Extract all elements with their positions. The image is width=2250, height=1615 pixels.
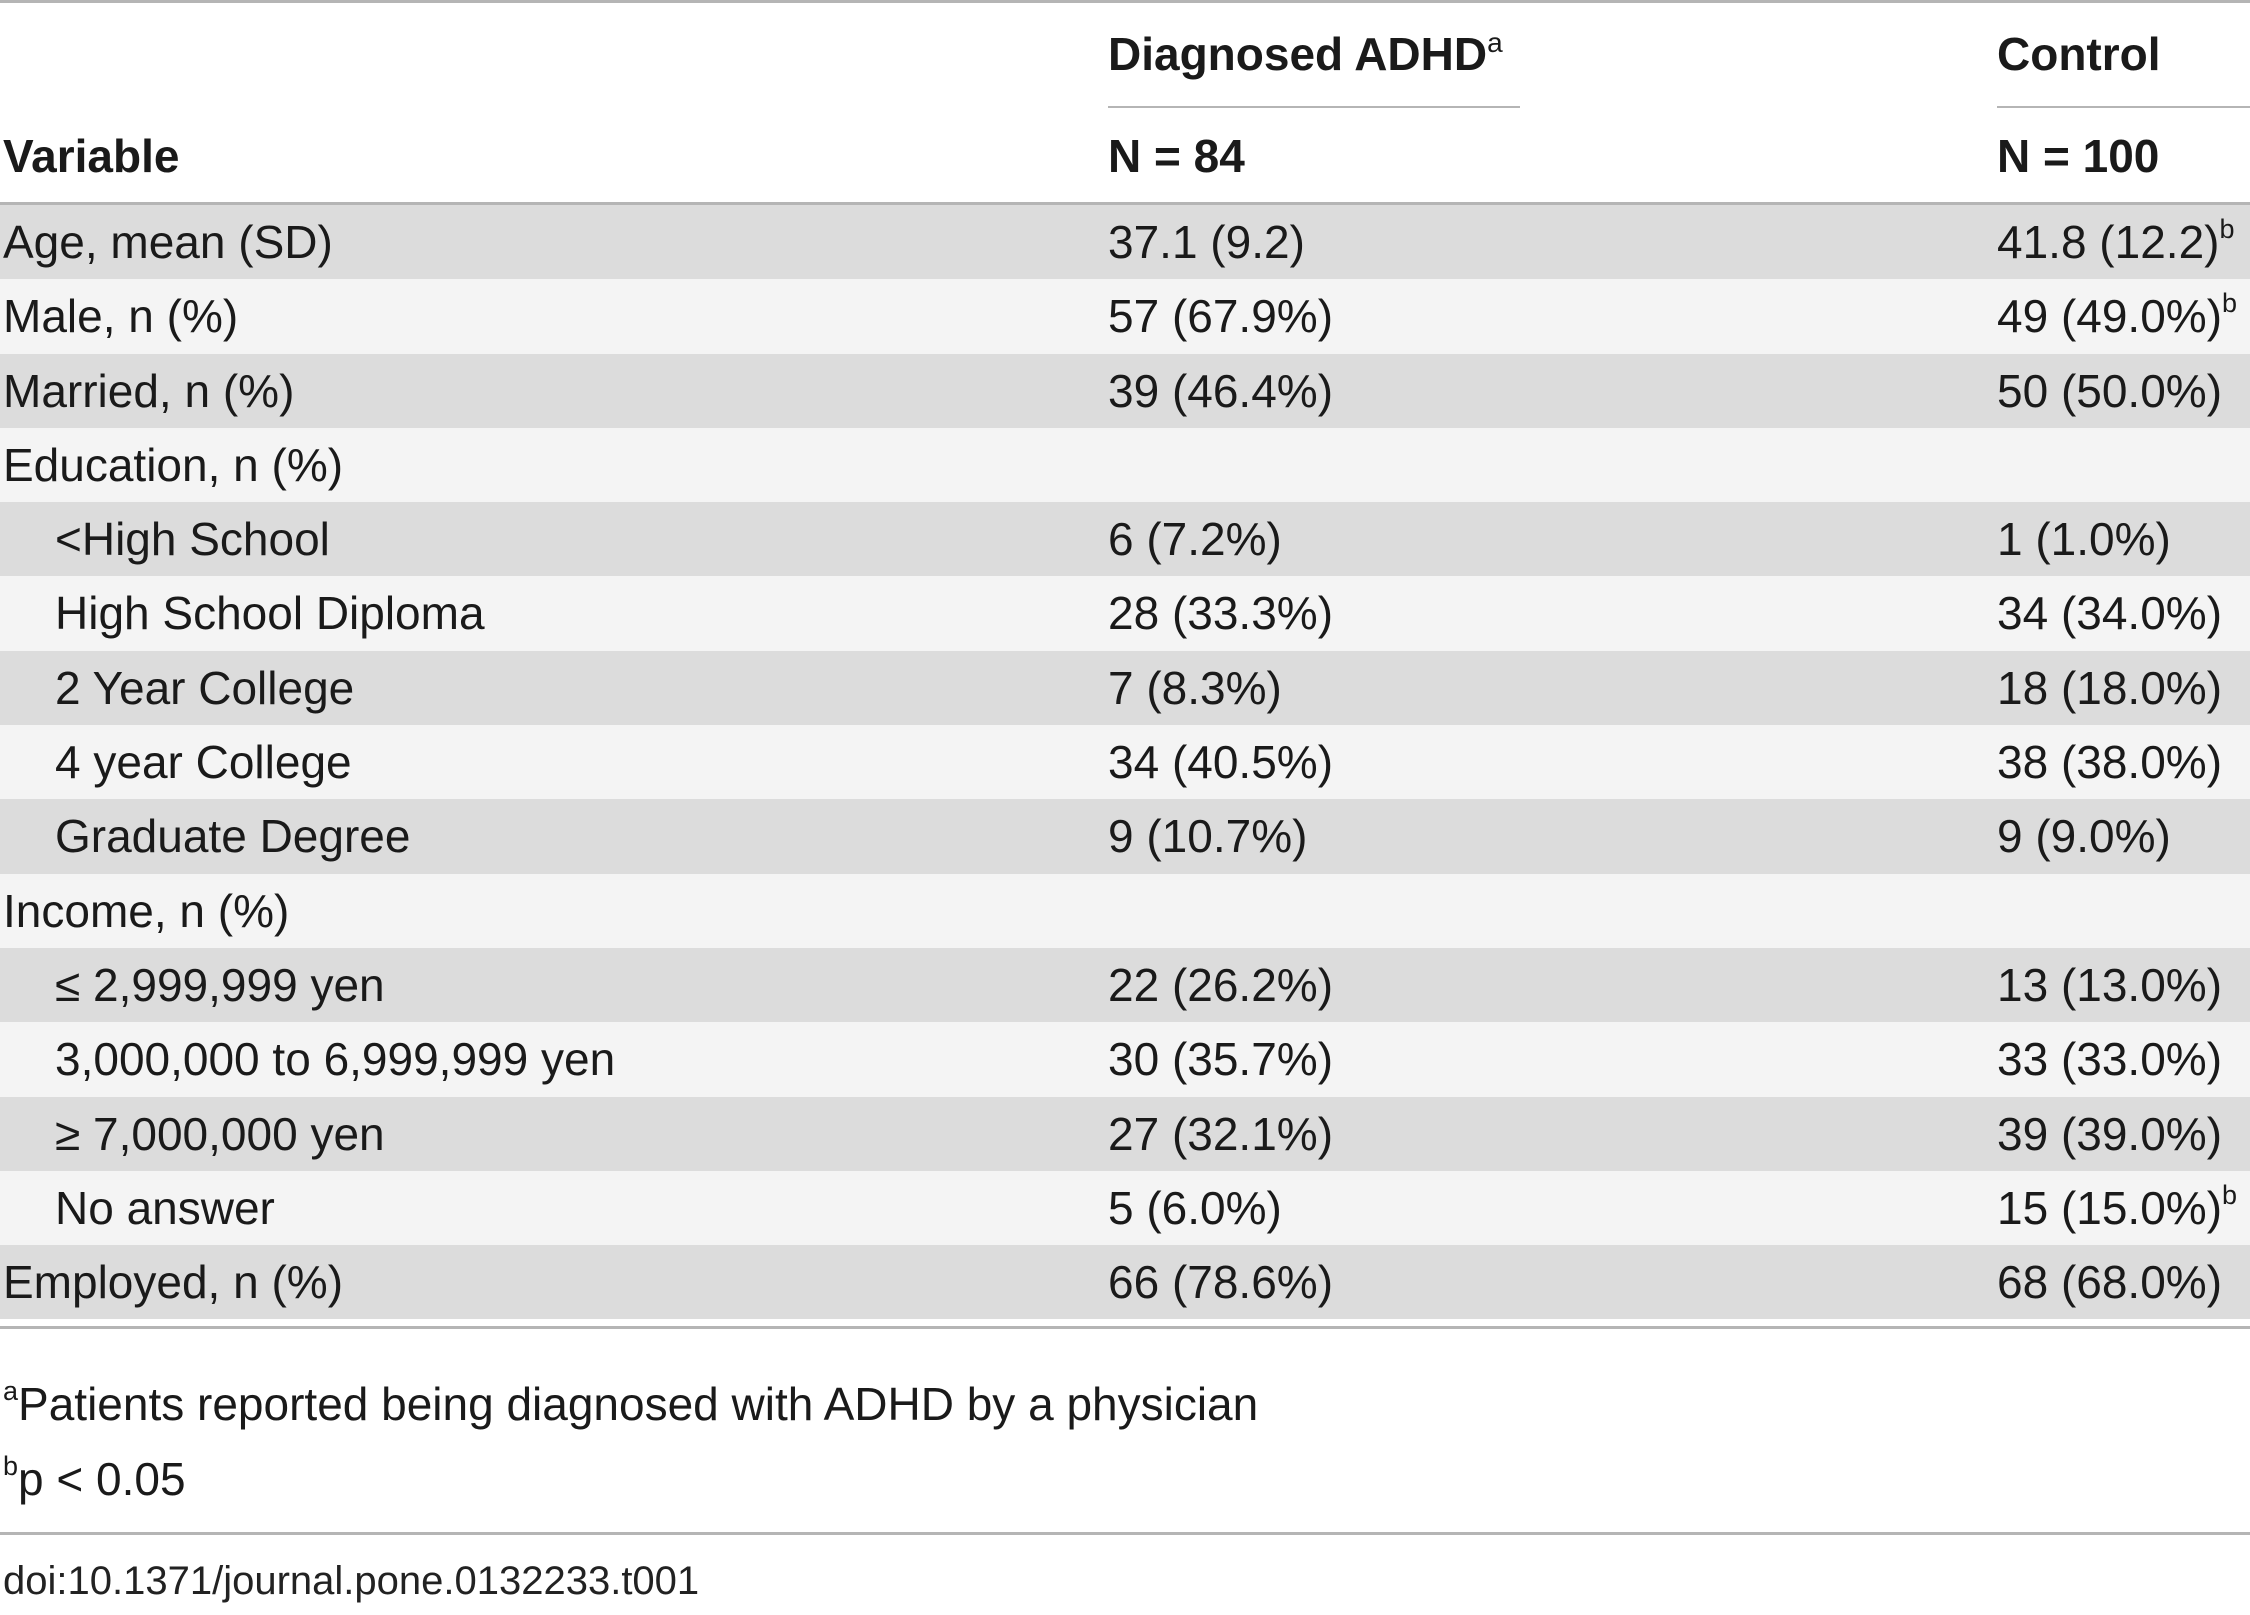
cell-adhd: 30 (35.7%) xyxy=(1108,1033,1334,1086)
footnote-b-mark: b xyxy=(3,1451,19,1481)
header-group-control-label: Control xyxy=(1997,28,2161,80)
cell-control: 15 (15.0%)b xyxy=(1997,1171,2237,1245)
table-row: Income, n (%) xyxy=(0,873,2250,948)
header-group-control-rule xyxy=(1997,106,2250,108)
cell-control-value: 38 (38.0%) xyxy=(1997,736,2223,789)
cell-control: 50 (50.0%) xyxy=(1997,354,2222,428)
row-label: 2 Year College xyxy=(55,661,355,714)
footnotes-bottom-rule xyxy=(0,1532,2250,1535)
cell-control: 41.8 (12.2)b xyxy=(1997,205,2235,279)
cell-control-value: 15 (15.0%) xyxy=(1997,1181,2223,1234)
cell-control-value: 41.8 (12.2) xyxy=(1997,216,2220,268)
row-label: Age, mean (SD) xyxy=(3,216,333,268)
row-label: Graduate Degree xyxy=(55,810,411,863)
footnote-b: bp < 0.05 xyxy=(3,1449,186,1509)
row-label: 3,000,000 to 6,999,999 yen xyxy=(55,1033,616,1086)
cell-control: 49 (49.0%)b xyxy=(1997,279,2237,353)
header-group-adhd-rule xyxy=(1108,106,1520,108)
cell-control-value: 33 (33.0%) xyxy=(1997,1033,2223,1086)
header-adhd-n: N = 84 xyxy=(1108,130,1245,182)
header-group-adhd-label: Diagnosed ADHD xyxy=(1108,28,1488,80)
cell-adhd: 7 (8.3%) xyxy=(1108,661,1282,714)
cell-control: 34 (34.0%) xyxy=(1997,576,2222,650)
header-group-adhd: Diagnosed ADHDa xyxy=(1108,24,1503,84)
row-label: Married, n (%) xyxy=(3,364,295,417)
footnote-a: aPatients reported being diagnosed with … xyxy=(3,1374,1258,1434)
cell-control-value: 39 (39.0%) xyxy=(1997,1107,2223,1160)
cell-adhd: 57 (67.9%) xyxy=(1108,290,1334,343)
cell-control: 18 (18.0%) xyxy=(1997,651,2222,725)
table-row: Employed, n (%) 66 (78.6%) 68 (68.0%) xyxy=(0,1245,2250,1320)
table-row: ≥ 7,000,000 yen 27 (32.1%) 39 (39.0%) xyxy=(0,1096,2250,1171)
cell-control: 39 (39.0%) xyxy=(1997,1097,2222,1171)
table-row: 4 year College 34 (40.5%) 38 (38.0%) xyxy=(0,725,2250,800)
cell-control-sup: b xyxy=(2222,288,2238,319)
table-row: Education, n (%) xyxy=(0,427,2250,503)
table-row: High School Diploma 28 (33.3%) 34 (34.0%) xyxy=(0,576,2250,651)
row-label: ≥ 7,000,000 yen xyxy=(55,1107,385,1160)
table-row: Age, mean (SD) 37.1 (9.2) 41.8 (12.2)b xyxy=(0,205,2250,280)
cell-control: 68 (68.0%) xyxy=(1997,1245,2222,1319)
footnote-b-text: p < 0.05 xyxy=(18,1453,186,1505)
cell-adhd: 37.1 (9.2) xyxy=(1108,216,1305,268)
header-group-adhd-sup: a xyxy=(1487,27,1503,58)
table-row: ≤ 2,999,999 yen 22 (26.2%) 13 (13.0%) xyxy=(0,947,2250,1023)
row-label: Education, n (%) xyxy=(3,438,344,491)
cell-control-value: 18 (18.0%) xyxy=(1997,661,2223,714)
table-row: 3,000,000 to 6,999,999 yen 30 (35.7%) 33 (… xyxy=(0,1022,2250,1097)
doi-link[interactable]: doi:10.1371/journal.pone.0132233.t001 xyxy=(3,1559,700,1603)
cell-control-value: 1 (1.0%) xyxy=(1997,513,2171,566)
table-header-rule xyxy=(0,202,2250,205)
cell-control-value: 68 (68.0%) xyxy=(1997,1256,2223,1309)
cell-control: 38 (38.0%) xyxy=(1997,725,2222,799)
table-row: <High School 6 (7.2%) 1 (1.0%) xyxy=(0,502,2250,577)
cell-adhd: 27 (32.1%) xyxy=(1108,1107,1334,1160)
row-label: No answer xyxy=(55,1181,275,1234)
cell-control-value: 49 (49.0%) xyxy=(1997,290,2223,343)
cell-adhd: 28 (33.3%) xyxy=(1108,587,1334,640)
table-row: Married, n (%) 39 (46.4%) 50 (50.0%) xyxy=(0,353,2250,428)
cell-control: 33 (33.0%) xyxy=(1997,1022,2222,1096)
table-row: 2 Year College 7 (8.3%) 18 (18.0%) xyxy=(0,650,2250,726)
cell-adhd: 5 (6.0%) xyxy=(1108,1181,1282,1234)
cell-control-value: 50 (50.0%) xyxy=(1997,364,2223,417)
row-label: <High School xyxy=(55,513,330,566)
table-top-rule xyxy=(0,0,2250,3)
table-body: Age, mean (SD) 37.1 (9.2) 41.8 (12.2)b Male… xyxy=(0,205,2250,1320)
table-row: Graduate Degree 9 (10.7%) 9 (9.0%) xyxy=(0,799,2250,874)
cell-control: 13 (13.0%) xyxy=(1997,948,2222,1022)
row-label: High School Diploma xyxy=(55,587,485,640)
footnote-a-text: Patients reported being diagnosed with A… xyxy=(18,1378,1259,1430)
table-row: No answer 5 (6.0%) 15 (15.0%)b xyxy=(0,1170,2250,1246)
cell-adhd: 39 (46.4%) xyxy=(1108,364,1334,417)
header-variable: Variable xyxy=(3,130,180,182)
cell-adhd: 6 (7.2%) xyxy=(1108,513,1282,566)
row-label: Male, n (%) xyxy=(3,290,239,343)
cell-control-value: 34 (34.0%) xyxy=(1997,587,2223,640)
row-label: Employed, n (%) xyxy=(3,1256,344,1309)
table-bottom-rule xyxy=(0,1326,2250,1329)
cell-adhd: 22 (26.2%) xyxy=(1108,958,1334,1011)
row-label: 4 year College xyxy=(55,736,352,789)
footnote-a-mark: a xyxy=(3,1376,19,1406)
row-label: Income, n (%) xyxy=(3,884,290,937)
cell-adhd: 66 (78.6%) xyxy=(1108,1256,1334,1309)
cell-adhd: 9 (10.7%) xyxy=(1108,810,1308,863)
header-control-n: N = 100 xyxy=(1997,130,2160,182)
cell-control-sup: b xyxy=(2219,214,2235,244)
cell-control-value: 9 (9.0%) xyxy=(1997,810,2171,863)
cell-control: 1 (1.0%) xyxy=(1997,502,2171,576)
cell-adhd: 34 (40.5%) xyxy=(1108,736,1334,789)
row-label: ≤ 2,999,999 yen xyxy=(55,958,385,1011)
table-row: Male, n (%) 57 (67.9%) 49 (49.0%)b xyxy=(0,279,2250,354)
cell-control-sup: b xyxy=(2222,1179,2238,1210)
cell-control-value: 13 (13.0%) xyxy=(1997,958,2223,1011)
cell-control: 9 (9.0%) xyxy=(1997,799,2171,873)
header-group-control: Control xyxy=(1997,24,2161,84)
